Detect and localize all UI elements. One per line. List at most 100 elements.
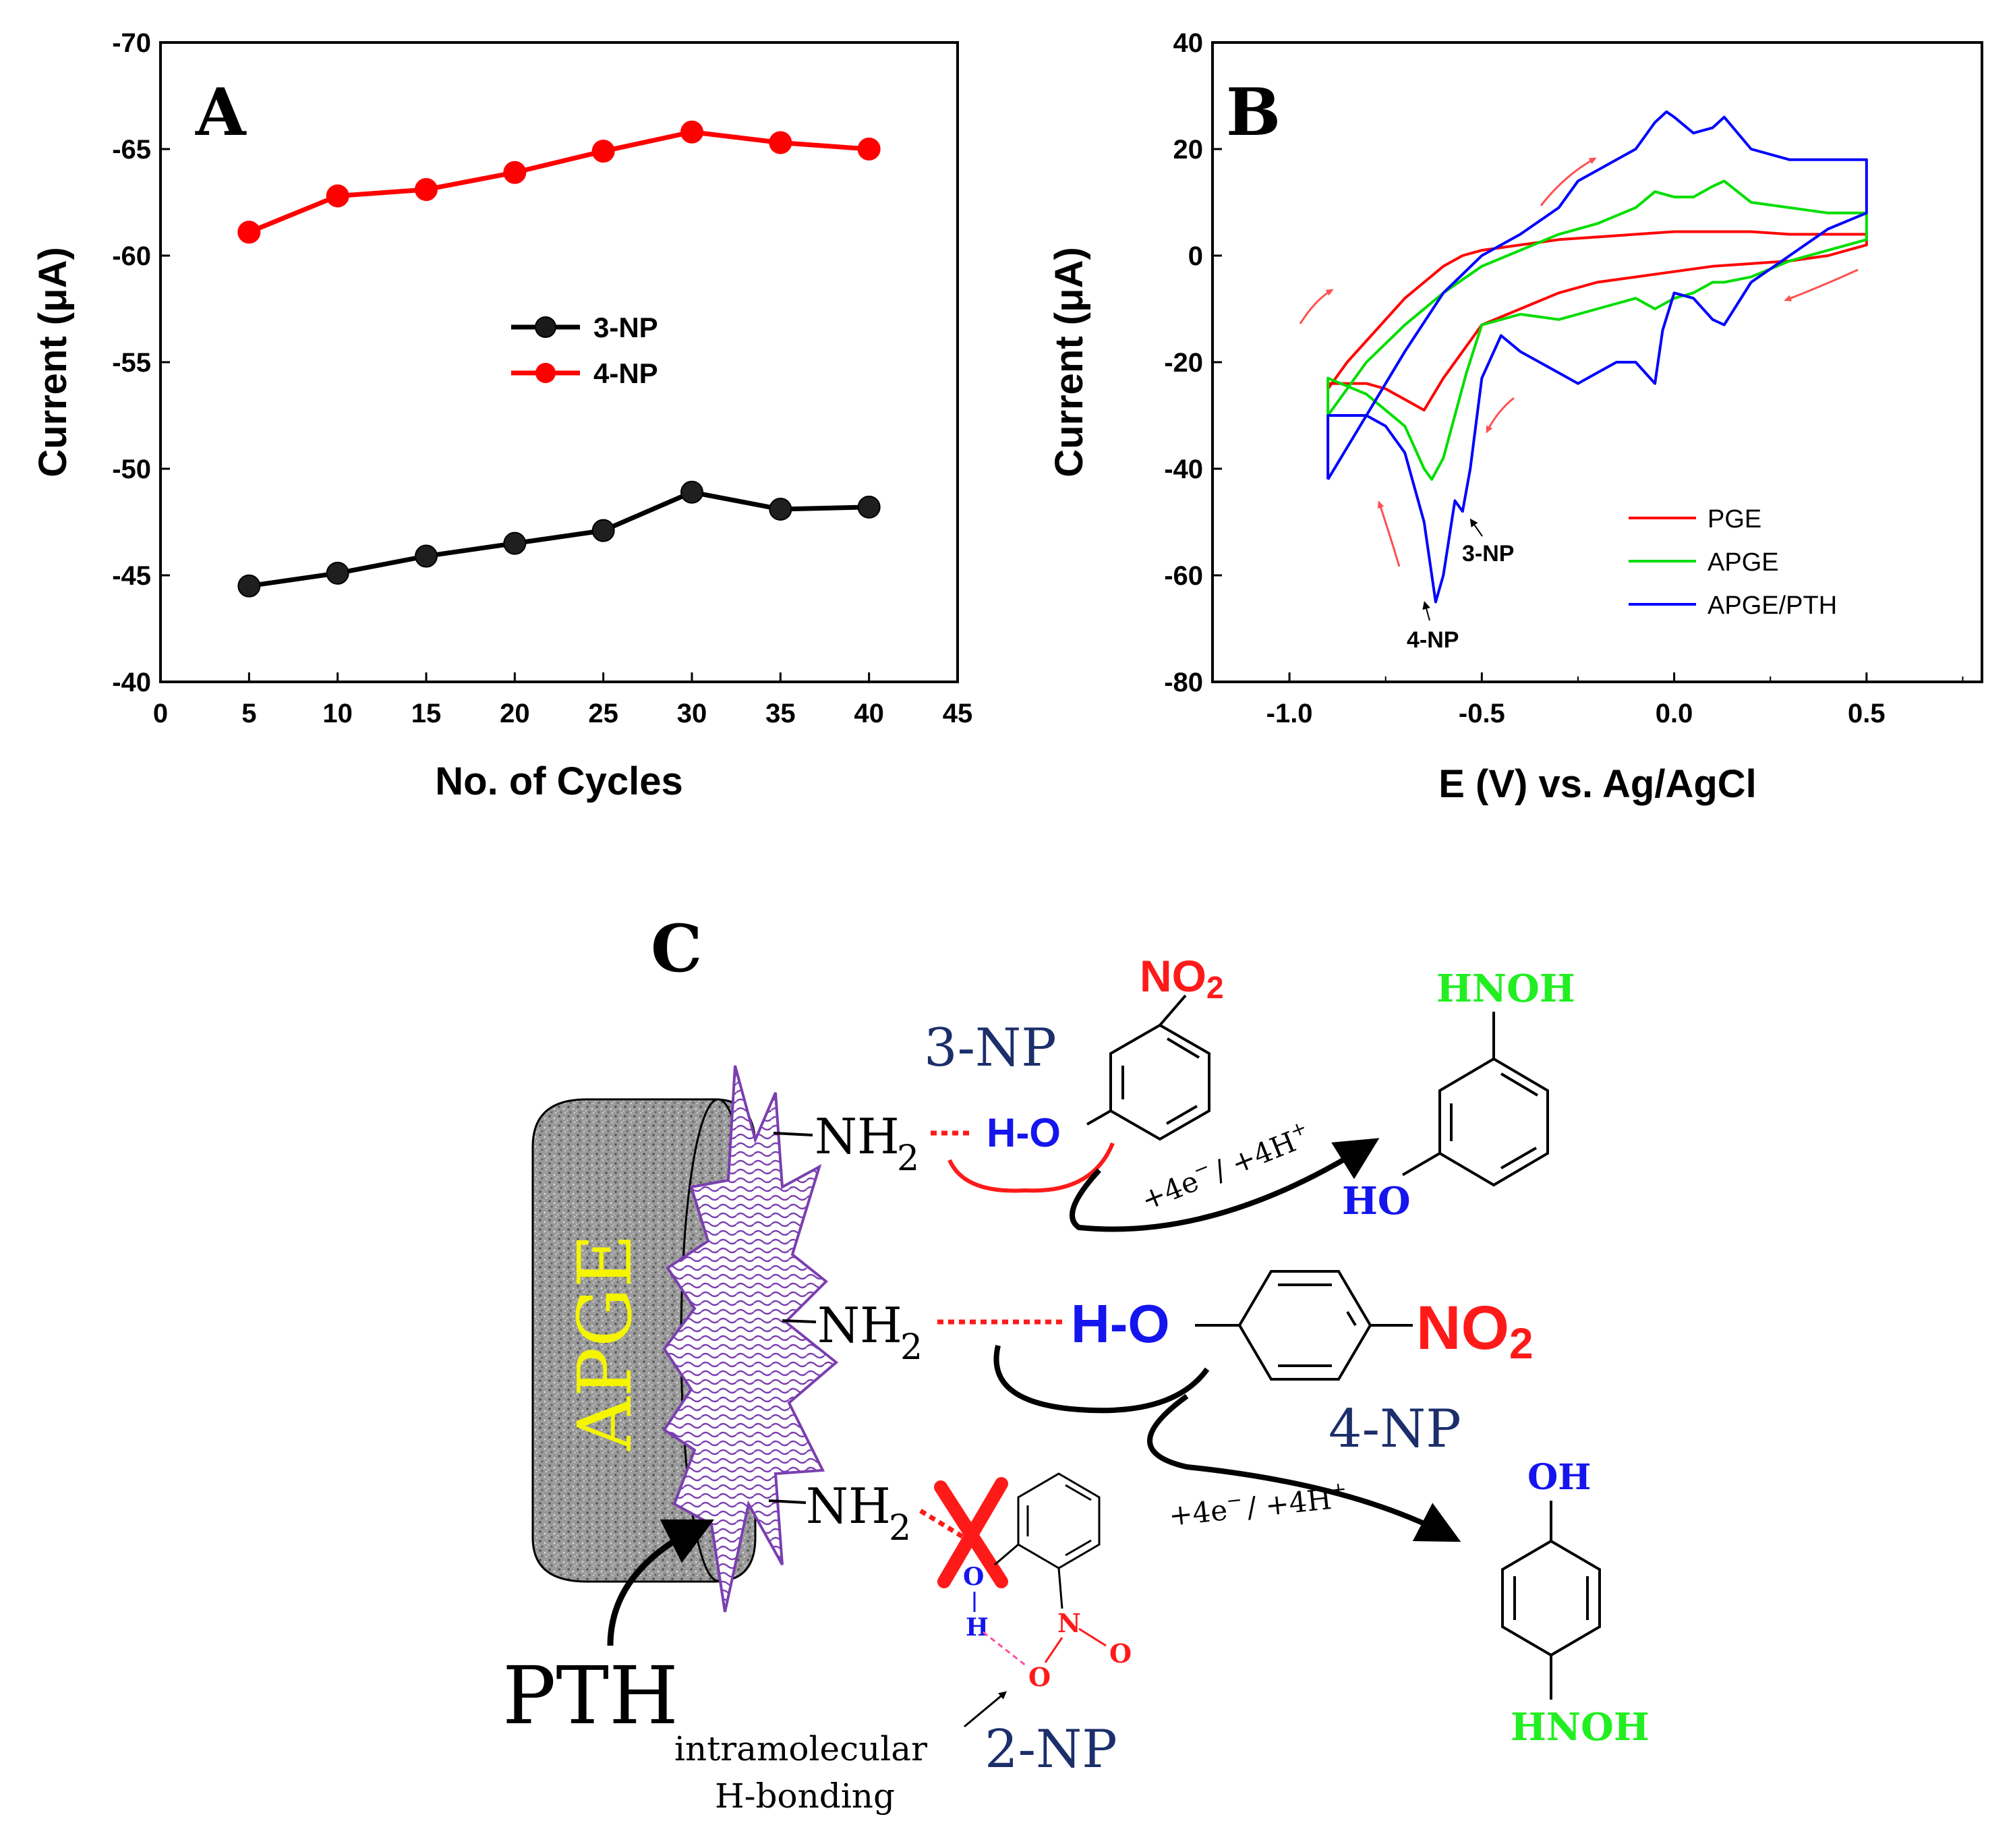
y-tick-label-b: 0 <box>1188 241 1203 271</box>
electrode-label: APGE <box>562 1234 648 1451</box>
point-4-NP <box>769 131 792 154</box>
panel-b: -1.0 -0.5 0.0 0.5 40 20 0 -20 -40 -60 -80 B E (V)… <box>1047 28 1983 806</box>
amine-label-mid: NH <box>817 1297 902 1354</box>
scan-arrow-2 <box>1540 157 1597 206</box>
np2-no-bond-2 <box>1044 1637 1063 1663</box>
reagent-4np-electrons: +4e <box>1167 1493 1229 1532</box>
point-3-NP <box>769 498 792 521</box>
reagent-3np-protons: / +4H <box>1209 1125 1300 1188</box>
y-tick-label-a: -50 <box>112 455 151 484</box>
scan-arrow-5 <box>1377 500 1401 567</box>
legend-a-label-4np: 4-NP <box>593 357 658 389</box>
legend-b-label-pge: PGE <box>1707 505 1761 533</box>
legend-b: PGE APGE APGE/PTH <box>1629 505 1837 620</box>
electron-flow-3np <box>947 1142 1115 1193</box>
y-tick-label-a: -70 <box>112 28 151 58</box>
intra-label-1: intramolecular <box>674 1729 927 1768</box>
x-tick-label-b: -0.5 <box>1459 699 1505 728</box>
panel-c: C APGE PTH NH 2 NH 2 NH 2 H <box>502 911 1649 1816</box>
point-3-NP <box>680 480 703 504</box>
amine-sub-top: 2 <box>897 1138 919 1179</box>
nitro-3np-sub: 2 <box>1206 970 1224 1005</box>
point-4-NP <box>680 120 703 144</box>
amine-group-top: NH 2 <box>773 1108 919 1179</box>
y-tick-label-a: -65 <box>112 135 151 165</box>
amine-bond-top <box>773 1132 813 1136</box>
reagent-label-4np: +4e−/ +4H+ <box>1167 1477 1349 1532</box>
legend-a-marker-4np <box>535 363 556 383</box>
y-axis-b: 40 20 0 -20 -40 -60 -80 <box>1164 28 1222 697</box>
point-3-NP <box>591 519 615 542</box>
np2-o: O <box>963 1563 984 1591</box>
np2-interaction: O H N O O intramolecular H-bonding 2-NP <box>674 1472 1132 1816</box>
reaction-arrow-3np <box>1070 1138 1380 1232</box>
y-tick-label-b: 20 <box>1173 135 1204 165</box>
x-axis-a: 0 5 10 15 20 25 30 35 40 45 <box>153 672 972 728</box>
series-a <box>237 120 881 598</box>
legend-a-label-3np: 3-NP <box>593 312 658 343</box>
y-tick-label-b: -40 <box>1164 455 1203 484</box>
product-4np-hnoh: HNOH <box>1511 1705 1649 1750</box>
scan-direction-arrows <box>1299 157 1859 567</box>
x-tick-label-b: 0.0 <box>1656 699 1693 728</box>
product-3np-ring <box>1401 1012 1549 1187</box>
reagent-3np-electrons: +4e <box>1136 1164 1203 1217</box>
x-tick-label-a: 40 <box>854 699 884 728</box>
x-axis-b-title: E (V) vs. Ag/AgCl <box>1438 762 1757 806</box>
panel-c-label: C <box>651 911 702 987</box>
legend-a-marker-3np <box>535 316 556 338</box>
series-b <box>1326 110 1868 604</box>
point-3-NP <box>415 544 438 568</box>
cv-curve-APGE/PTH <box>1326 110 1868 604</box>
nitro-4np-main: NO <box>1416 1294 1509 1362</box>
x-tick-label-a: 30 <box>677 699 707 728</box>
y-tick-label-b: -60 <box>1164 561 1203 591</box>
point-4-NP <box>503 161 527 184</box>
reagent-3np-text: +4e−/ +4H+ <box>1136 1116 1316 1217</box>
y-tick-label-a: -40 <box>112 668 151 697</box>
hbond-2np <box>919 1509 966 1540</box>
series-line-3-NP <box>248 490 869 589</box>
reagent-label-3np: +4e−/ +4H+ <box>1136 1116 1316 1217</box>
np3-label: 3-NP <box>924 1018 1057 1078</box>
x-tick-label-b: 0.5 <box>1848 699 1886 728</box>
reagent-4np-text: +4e−/ +4H+ <box>1167 1477 1349 1532</box>
np2-label: 2-NP <box>985 1719 1117 1780</box>
scan-arrow-1 <box>1299 289 1334 324</box>
hydroxyl-4np: H-O <box>1071 1294 1170 1354</box>
electron-flow-4np <box>993 1345 1210 1414</box>
scan-arrow-4 <box>1486 397 1515 434</box>
y-tick-label-b: -80 <box>1164 668 1203 697</box>
amine-label-top: NH <box>815 1108 900 1165</box>
plot-frame-b <box>1211 41 1983 683</box>
product-4np-oh: OH <box>1527 1457 1591 1498</box>
peak-3np-label: 3-NP <box>1462 541 1514 567</box>
x-tick-label-b: -1.0 <box>1266 699 1313 728</box>
y-tick-label-b: -20 <box>1164 348 1203 378</box>
amine-sub-mid: 2 <box>900 1327 923 1368</box>
y-tick-label-a: -55 <box>112 348 151 378</box>
point-4-NP <box>415 178 438 202</box>
np2-ring <box>994 1472 1101 1609</box>
amine-group-bot: NH 2 <box>768 1478 911 1549</box>
x-tick-label-a: 20 <box>500 699 530 728</box>
product-3np-hnoh: HNOH <box>1436 966 1575 1011</box>
peak-3np-pointer <box>1469 518 1483 537</box>
y-axis-b-title: Current (μA) <box>1047 247 1091 478</box>
point-3-NP <box>237 574 261 598</box>
x-tick-label-a: 35 <box>765 699 796 728</box>
series-line-4-NP <box>248 129 869 235</box>
hydroxyl-3np: H-O <box>987 1110 1061 1155</box>
cv-curve-APGE <box>1326 179 1868 481</box>
point-4-NP <box>326 184 349 208</box>
np4-interaction: H-O NO2 4-NP +4e−/ +4H+ <box>937 1270 1649 1750</box>
np4-ring <box>1237 1270 1413 1381</box>
amine-label-bot: NH <box>806 1478 891 1534</box>
y-tick-label-a: -60 <box>112 241 151 271</box>
x-tick-label-a: 5 <box>241 699 256 728</box>
peak-annotations: 3-NP 4-NP <box>1407 518 1514 653</box>
point-4-NP <box>857 138 881 161</box>
amine-bond-bot <box>768 1499 807 1504</box>
pth-label: PTH <box>502 1649 678 1742</box>
